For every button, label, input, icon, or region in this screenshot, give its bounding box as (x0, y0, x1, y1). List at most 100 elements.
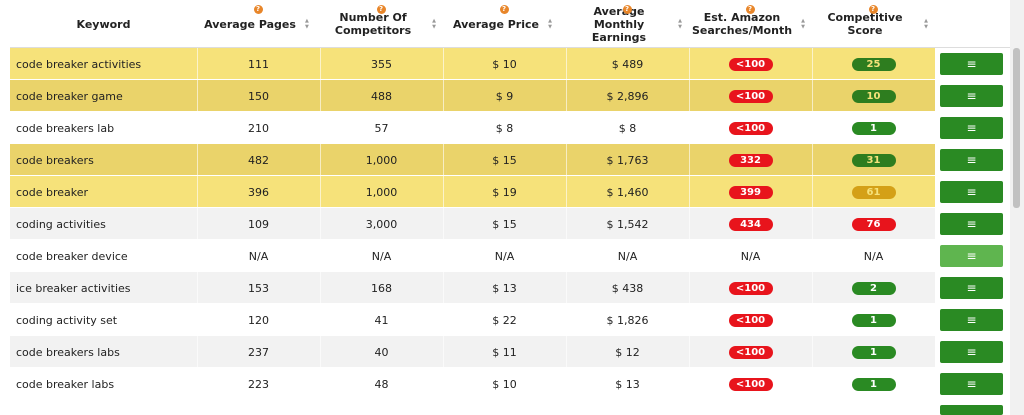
cell-divider (566, 208, 567, 240)
header-text: Number Of Competitors (334, 11, 412, 37)
value-cell: $ 12 (615, 345, 640, 359)
cell-divider (443, 272, 444, 304)
value-cell: $ 13 (492, 281, 517, 295)
pill-cell: <100 (689, 80, 812, 112)
searches-pill: <100 (728, 121, 773, 135)
scroll-thumb[interactable] (1013, 48, 1020, 208)
value-cell: $ 10 (492, 57, 517, 71)
table-row (10, 48, 935, 80)
details-button[interactable]: ≡ (940, 117, 1003, 139)
cell-divider (443, 144, 444, 176)
pill-cell: 1 (812, 112, 935, 144)
score-pill: 1 (851, 121, 896, 135)
cell-divider (689, 80, 690, 112)
details-button[interactable]: ≡ (940, 53, 1003, 75)
cell-divider (566, 144, 567, 176)
sort-icon[interactable]: ▲▼ (923, 18, 929, 30)
value-cell: $ 19 (492, 185, 517, 199)
cell-divider (812, 80, 813, 112)
cell-divider (689, 336, 690, 368)
details-button (940, 405, 1003, 415)
table-row (10, 272, 935, 304)
details-button[interactable]: ≡ (940, 149, 1003, 171)
cell-divider (320, 336, 321, 368)
cell-divider (320, 304, 321, 336)
sort-icon[interactable]: ▲▼ (677, 18, 683, 30)
value-cell: N/A (494, 249, 515, 263)
cell-divider (197, 112, 198, 144)
searches-pill: <100 (728, 57, 773, 71)
table-row (10, 176, 935, 208)
score-pill: 1 (851, 377, 896, 391)
header-border (10, 47, 1010, 48)
pill-cell: 1 (812, 368, 935, 400)
cell-divider (443, 208, 444, 240)
value-cell: 1,000 (365, 185, 398, 199)
cell-divider (566, 80, 567, 112)
cell-divider (443, 48, 444, 80)
cell-divider (812, 208, 813, 240)
value-cell: $ 1,763 (606, 153, 649, 167)
score-pill: 2 (851, 281, 896, 295)
details-button[interactable]: ≡ (940, 309, 1003, 331)
searches-pill: <100 (728, 345, 773, 359)
value-cell: $ 1,542 (606, 217, 649, 231)
column-header[interactable]: Average Pages ▲▼? (197, 2, 320, 46)
details-button[interactable]: ≡ (940, 341, 1003, 363)
value-cell: $ 22 (492, 313, 517, 327)
cell-divider (566, 368, 567, 400)
details-button[interactable]: ≡ (940, 181, 1003, 203)
value-cell: 237 (248, 345, 269, 359)
cell-divider (197, 48, 198, 80)
details-button[interactable]: ≡ (940, 277, 1003, 299)
cell-divider (689, 208, 690, 240)
keyword-cell: code breaker game (16, 89, 123, 103)
value-cell: $ 10 (492, 377, 517, 391)
table-row (10, 112, 935, 144)
column-header[interactable]: Competitive Score ▲▼? (812, 2, 935, 46)
searches-pill: 434 (728, 217, 773, 231)
value-cell: 48 (374, 377, 389, 391)
cell-divider (689, 112, 690, 144)
details-button[interactable]: ≡ (940, 213, 1003, 235)
cell-divider (197, 272, 198, 304)
pill-cell: <100 (689, 368, 812, 400)
value-cell: 3,000 (365, 217, 398, 231)
value-cell: $ 11 (492, 345, 517, 359)
sort-icon[interactable]: ▲▼ (303, 18, 310, 30)
searches-pill: <100 (728, 281, 773, 295)
pill-cell: 399 (689, 176, 812, 208)
table-row (10, 144, 935, 176)
score-pill: 10 (851, 89, 896, 103)
cell-divider (320, 80, 321, 112)
column-header[interactable]: Number Of Competitors ▲▼? (320, 2, 443, 46)
cell-divider (320, 48, 321, 80)
column-header[interactable]: Average Price ▲▼? (443, 2, 566, 46)
scrollbar[interactable] (1010, 0, 1024, 415)
sort-icon[interactable]: ▲▼ (431, 18, 437, 30)
details-button[interactable]: ≡ (940, 85, 1003, 107)
header-text: Competitive Score (827, 11, 903, 37)
details-button[interactable]: ≡ (940, 245, 1003, 267)
searches-pill: <100 (728, 89, 773, 103)
table-row (10, 368, 935, 400)
score-pill: 76 (851, 217, 896, 231)
value-cell: 1,000 (365, 153, 398, 167)
header-text: Keyword (76, 17, 131, 31)
keyword-cell: code breaker device (16, 249, 128, 263)
keyword-cell: coding activity set (16, 313, 118, 327)
cell-divider (443, 336, 444, 368)
value-cell: $ 15 (492, 217, 517, 231)
value-cell: 488 (371, 89, 392, 103)
pill-cell: <100 (689, 336, 812, 368)
keyword-cell: code breakers labs (16, 345, 120, 359)
cell-divider (812, 272, 813, 304)
sort-icon[interactable]: ▲▼ (547, 18, 553, 30)
cell-divider (689, 48, 690, 80)
cell-divider (320, 176, 321, 208)
column-header[interactable]: Est. Amazon Searches/Month ▲▼? (689, 2, 812, 46)
sort-icon[interactable]: ▲▼ (800, 18, 806, 30)
details-button[interactable]: ≡ (940, 373, 1003, 395)
column-header[interactable]: Average Monthly Earnings ▲▼? (566, 2, 689, 46)
keyword-cell: code breaker activities (16, 57, 142, 71)
